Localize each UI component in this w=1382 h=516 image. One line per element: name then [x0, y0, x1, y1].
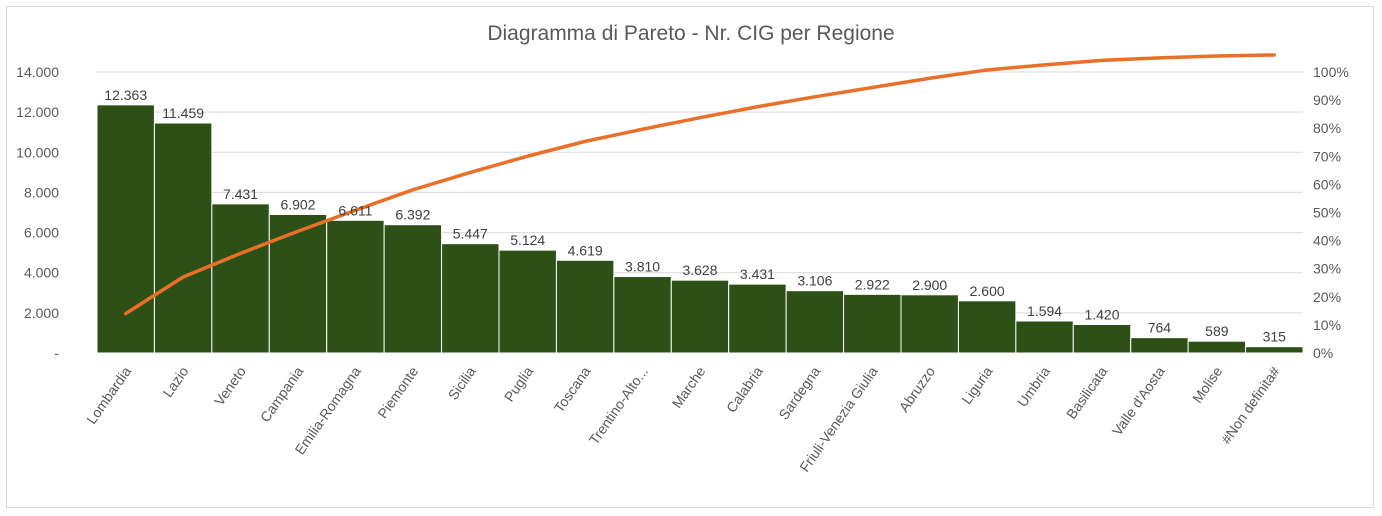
bar — [383, 224, 443, 354]
bar-data-label: 12.363 — [104, 87, 147, 103]
bar — [96, 104, 155, 354]
bar-data-label: 5.447 — [453, 226, 488, 242]
y-left-tick-label: - — [54, 345, 59, 361]
x-category-label: Veneto — [211, 363, 249, 408]
bar — [153, 122, 213, 354]
y-right-tick-label: 40% — [1313, 233, 1341, 249]
x-category-label: Lombardia — [83, 363, 134, 427]
y-right-tick-label: 100% — [1313, 64, 1349, 80]
y-right-tick-label: 10% — [1313, 317, 1341, 333]
bar-data-label: 1.420 — [1084, 306, 1119, 322]
chart-container: Diagramma di Pareto - Nr. CIG per Region… — [6, 6, 1374, 508]
bar — [441, 243, 500, 354]
x-category-label: Trentino-Alto... — [586, 364, 651, 448]
cumulative-percentage-line — [123, 53, 1277, 316]
bar — [1072, 323, 1132, 354]
y-left-tick-label: 2.000 — [24, 305, 59, 321]
x-category-label: Campania — [257, 363, 307, 425]
y-right-tick-label: 90% — [1313, 92, 1341, 108]
x-category-label: #Non definita# — [1218, 363, 1283, 446]
x-category-label: Liguria — [958, 363, 995, 407]
chart-title: Diagramma di Pareto - Nr. CIG per Region… — [487, 22, 894, 45]
bar — [957, 300, 1017, 354]
bar-data-label: 11.459 — [162, 105, 204, 121]
x-category-label: Molise — [1189, 363, 1225, 405]
bar — [843, 293, 902, 354]
bar — [1130, 337, 1189, 354]
bar — [670, 279, 730, 354]
bar — [900, 294, 959, 354]
bar — [613, 276, 672, 354]
bar — [268, 213, 328, 354]
x-category-label: Toscana — [551, 363, 594, 415]
y-right-tick-label: 80% — [1313, 120, 1341, 136]
bar — [1187, 340, 1247, 354]
bar-data-label: 5.124 — [510, 232, 545, 248]
bar-data-label: 1.594 — [1027, 303, 1062, 319]
bar-data-label: 764 — [1148, 320, 1172, 336]
bar-data-label: 6.902 — [280, 196, 315, 212]
x-axis-categories: Lombardia Lazio Veneto CampaniaEmilia-Romag… — [83, 363, 1283, 474]
bar-data-label: 3.628 — [682, 262, 717, 278]
bar-data-label: 2.922 — [855, 276, 890, 292]
x-category-label: Puglia — [501, 363, 537, 404]
x-category-label: Valle d'Aosta — [1109, 363, 1168, 438]
y-left-tick-label: 14.000 — [16, 64, 59, 80]
x-category-label: Sardegna — [775, 363, 823, 422]
bar-data-label: 2.900 — [912, 277, 947, 293]
bars — [96, 104, 1304, 354]
bar — [211, 203, 270, 354]
y-axis-right: 0% 10% 20% 30% 40% 50% 60% 70% 80% 90% 100% — [1313, 64, 1349, 361]
bar-data-label: 6.392 — [395, 207, 430, 223]
y-left-tick-label: 4.000 — [24, 265, 59, 281]
bar — [785, 290, 845, 354]
x-category-label: Marche — [669, 363, 709, 411]
bar-data-label: 589 — [1205, 323, 1229, 339]
bar-data-label: 6.611 — [338, 202, 372, 218]
y-left-tick-label: 8.000 — [24, 184, 59, 200]
y-right-tick-label: 70% — [1313, 148, 1341, 164]
x-category-label: Basilicata — [1063, 363, 1111, 421]
bar-data-label: 3.431 — [740, 266, 775, 282]
bar — [728, 283, 787, 354]
bar-data-label: 4.619 — [568, 242, 603, 258]
bar-data-label: 315 — [1263, 329, 1287, 345]
bar — [555, 259, 615, 354]
bar-data-label: 2.600 — [970, 283, 1005, 299]
bar-data-label: 3.106 — [797, 273, 832, 289]
y-right-tick-label: 30% — [1313, 261, 1341, 277]
x-category-label: Umbria — [1014, 363, 1053, 409]
x-category-label: Lazio — [159, 363, 191, 400]
bar — [1015, 320, 1074, 354]
cumulative-line — [123, 53, 1277, 316]
y-left-tick-label: 12.000 — [16, 104, 59, 120]
x-category-label: Calabria — [723, 363, 766, 415]
bar — [498, 249, 557, 354]
y-axis-left: - 2.000 4.000 6.000 8.000 10.000 12.000 14.000 — [16, 64, 59, 361]
pareto-chart: Diagramma di Pareto - Nr. CIG per Region… — [16, 22, 1349, 475]
y-left-tick-label: 6.000 — [24, 225, 59, 241]
y-right-tick-label: 60% — [1313, 176, 1341, 192]
y-right-tick-label: 0% — [1313, 345, 1333, 361]
bar — [1245, 346, 1304, 354]
bar — [326, 219, 385, 354]
x-category-label: Abruzzo — [896, 363, 939, 414]
data-labels: 12.363 11.459 7.431 6.902 6.611 6.392 5.447 5.1… — [104, 87, 1286, 345]
x-category-label: Sicilia — [445, 363, 479, 402]
bar-data-label: 3.810 — [625, 259, 660, 275]
y-right-tick-label: 50% — [1313, 205, 1341, 221]
bar-data-label: 7.431 — [223, 186, 258, 202]
x-category-label: Piemonte — [374, 363, 421, 421]
y-left-tick-label: 10.000 — [16, 144, 59, 160]
y-right-tick-label: 20% — [1313, 289, 1341, 305]
